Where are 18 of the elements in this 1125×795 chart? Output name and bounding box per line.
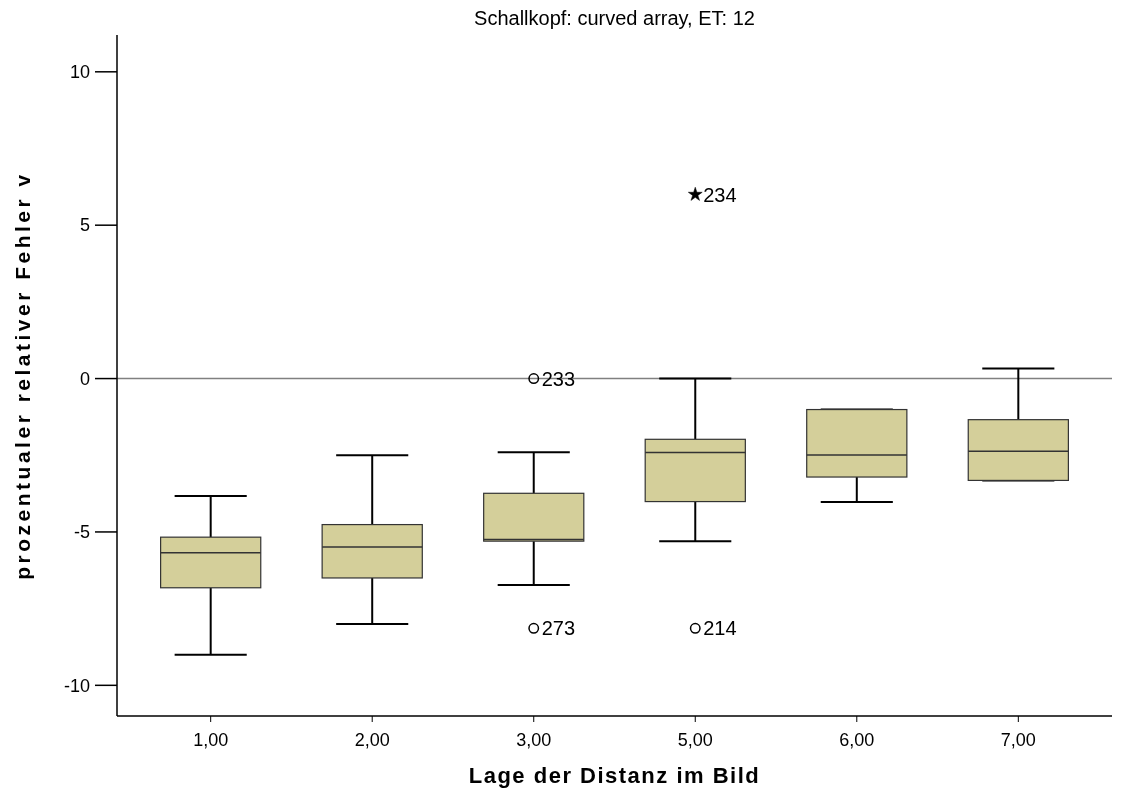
annotation: 214 <box>703 617 737 640</box>
y-tick-label: 0 <box>79 368 90 389</box>
x-tick-label: 7,00 <box>1000 730 1036 750</box>
x-axis-title: Lage der Distanz im Bild <box>468 763 761 788</box>
annotation: 273 <box>541 617 576 640</box>
y-axis-title: prozentualer relativer Fehler v <box>11 171 34 580</box>
y-tick-label: -10 <box>63 675 90 696</box>
x-tick-label: 5,00 <box>677 730 713 750</box>
y-tick-label: 10 <box>69 62 90 83</box>
annotation: 234 <box>703 183 737 206</box>
x-tick-label: 3,00 <box>516 730 552 750</box>
annotation: 233 <box>541 367 576 390</box>
x-tick-label: 1,00 <box>193 730 229 750</box>
y-tick-label: 5 <box>79 215 90 236</box>
x-tick-label: 2,00 <box>354 730 390 750</box>
x-tick-label: 6,00 <box>839 730 875 750</box>
y-tick-label: -5 <box>73 522 90 543</box>
chart-title: Schallkopf: curved array, ET: 12 <box>474 7 755 29</box>
